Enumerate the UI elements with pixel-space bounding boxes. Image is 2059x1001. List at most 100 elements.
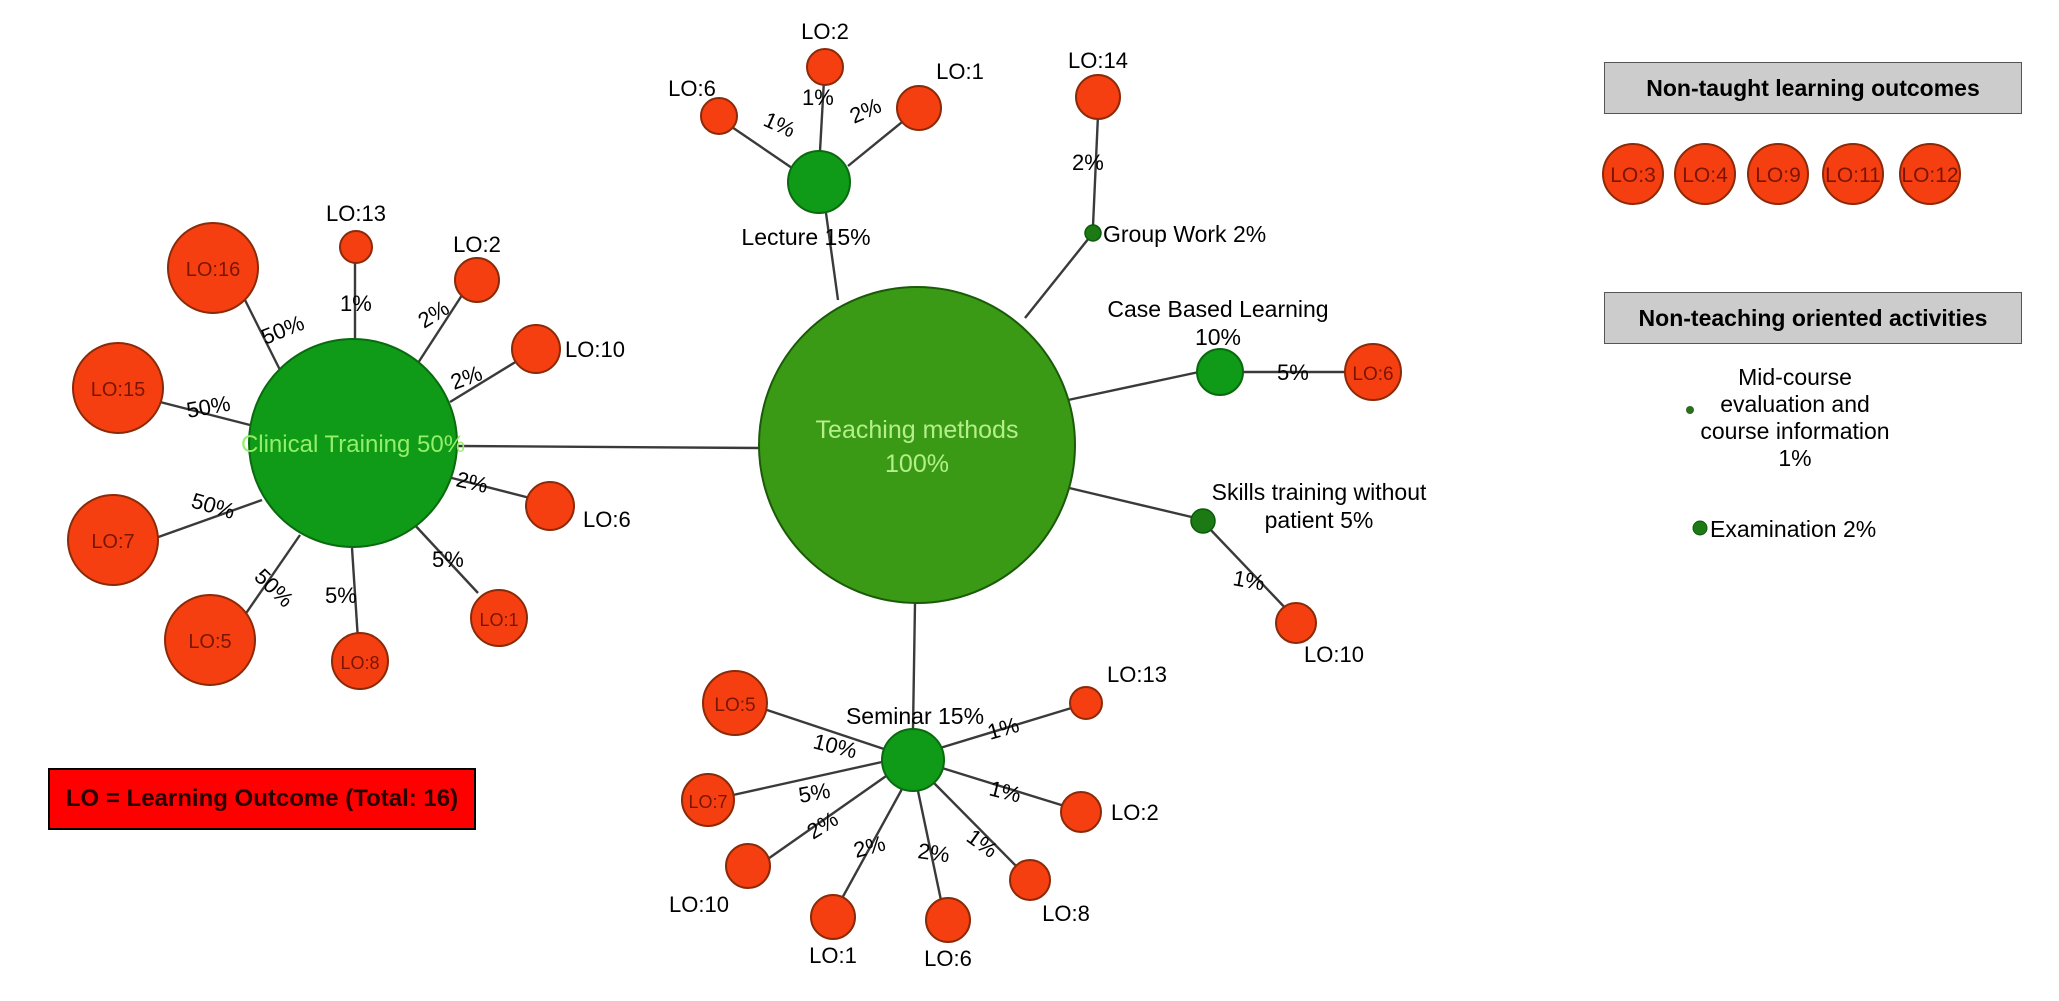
legend-lo-label: LO:11 <box>1825 164 1881 187</box>
edge-clinical-lo16 <box>243 299 285 377</box>
edge-skills-lo10 <box>1207 526 1291 614</box>
edge-clinical-lo10 <box>449 356 523 404</box>
edge-weight-group-lo14: 2% <box>1072 150 1104 175</box>
legend-lo-chip[interactable]: LO:9 <box>1747 143 1809 205</box>
lo-node-label: LO:6 <box>1352 364 1393 385</box>
edge-clinical-lo1 <box>411 521 479 594</box>
lo-node-clinical-lo10[interactable] <box>511 324 561 374</box>
lo-node-seminar-lo13[interactable] <box>1069 686 1103 720</box>
lo-node-group-lo14[interactable] <box>1075 74 1121 120</box>
edge-clinical-lo8 <box>350 547 360 641</box>
edge-clinical-lo2 <box>416 288 468 364</box>
lo-node-seminar-lo8-label: LO:8 <box>1042 901 1090 926</box>
root-label-line2: 100% <box>885 450 949 478</box>
lo-definition-text: LO = Learning Outcome (Total: 16) <box>65 785 459 812</box>
edge-weight-clinical-lo16: 50% <box>258 310 308 350</box>
legend-lo-label: LO:12 <box>1901 164 1958 187</box>
lo-node-clinical-lo16[interactable]: LO:16 <box>167 222 259 314</box>
edge-weight-seminar-lo5: 10% <box>811 729 860 764</box>
node-case-based-learning[interactable] <box>1196 348 1244 396</box>
lo-node-label: LO:7 <box>91 531 134 553</box>
node-skills-training-label-line2: patient 5% <box>1265 507 1374 533</box>
edge-seminar-lo1 <box>838 788 904 903</box>
lo-node-seminar-lo1-label: LO:1 <box>809 943 857 968</box>
edge-clinical-lo7 <box>149 498 263 542</box>
hub-node-layer: Teaching methods 100% Clinical Training … <box>241 150 1427 792</box>
lo-node-clinical-lo13-label: LO:13 <box>326 201 386 226</box>
edge-seminar-lo5 <box>766 708 885 751</box>
node-case-based-learning-label-line1: Case Based Learning <box>1107 296 1328 322</box>
lo-node-seminar-lo6[interactable] <box>925 897 971 943</box>
edge-weight-seminar-lo1: 2% <box>851 830 888 862</box>
lo-node-seminar-lo6-label: LO:6 <box>924 946 972 971</box>
edge-weight-skills-lo10: 1% <box>1231 565 1267 595</box>
lo-node-clinical-lo8[interactable]: LO:8 <box>331 632 389 690</box>
lo-node-layer: LO:16 LO:15 LO:7 LO:5 LO:8 LO:1 <box>67 19 1402 971</box>
node-skills-training[interactable] <box>1190 508 1216 534</box>
lo-node-clinical-lo13[interactable] <box>339 230 373 264</box>
lo-node-lecture-lo1[interactable] <box>896 85 942 131</box>
node-seminar-label: Seminar 15% <box>846 703 984 729</box>
lo-node-skills-lo10[interactable] <box>1275 602 1317 644</box>
lo-node-label: LO:8 <box>340 653 379 673</box>
lo-node-clinical-lo2[interactable] <box>454 257 500 303</box>
lo-node-seminar-lo2[interactable] <box>1060 791 1102 833</box>
edge-weight-lecture-lo2: 1% <box>802 85 834 110</box>
midcourse-dot-icon <box>1686 406 1694 414</box>
legend-nontaught-circles: LO:3 LO:4 LO:9 LO:11 LO:12 <box>1602 143 1961 205</box>
edge-weight-clinical-lo1: 5% <box>432 547 464 572</box>
edge-weight-clinical-lo8: 5% <box>325 583 357 608</box>
legend-header-nonteaching-text: Non-teaching oriented activities <box>1638 304 1988 331</box>
node-group-work-label: Group Work 2% <box>1103 221 1266 247</box>
legend-nonteaching-items: Mid-course evaluation and course informa… <box>1686 364 1890 542</box>
lo-node-clinical-lo5[interactable]: LO:5 <box>164 594 256 686</box>
edge-seminar-lo7 <box>732 760 883 797</box>
edge-clinical-lo5 <box>239 534 301 623</box>
lo-node-lecture-lo6[interactable] <box>700 97 738 135</box>
lo-node-clinical-lo15[interactable]: LO:15 <box>72 342 164 434</box>
node-group-work[interactable] <box>1084 224 1102 242</box>
legend-lo-chip[interactable]: LO:3 <box>1602 143 1664 205</box>
edge-seminar-lo2 <box>941 766 1072 810</box>
edge-weight-clinical-lo13: 1% <box>340 291 372 316</box>
lo-node-label: LO:7 <box>688 792 727 812</box>
edge-weight-clinical-lo2: 2% <box>413 295 453 333</box>
lo-node-label: LO:16 <box>186 259 240 281</box>
legend-lo-chip[interactable]: LO:4 <box>1674 143 1736 205</box>
lo-node-seminar-lo1[interactable] <box>810 894 856 940</box>
edge-lecture-lo2 <box>818 79 826 152</box>
lo-node-label: LO:15 <box>91 379 145 401</box>
lo-node-seminar-lo5[interactable]: LO:5 <box>702 670 768 736</box>
lo-node-clinical-lo6[interactable] <box>525 481 575 531</box>
node-skills-training-label-line1: Skills training without <box>1212 479 1427 505</box>
lo-node-seminar-lo7[interactable]: LO:7 <box>681 773 735 827</box>
edge-seminar-lo10 <box>764 773 890 862</box>
edge-root-clinical <box>457 444 761 450</box>
lo-node-lecture-lo2[interactable] <box>806 48 844 86</box>
node-clinical-training[interactable]: Clinical Training 50% <box>241 338 465 548</box>
edge-seminar-lo13 <box>939 704 1079 750</box>
edge-group-lo14 <box>1091 114 1100 227</box>
root-label-line1: Teaching methods <box>816 416 1019 444</box>
lo-node-clinical-lo7[interactable]: LO:7 <box>67 494 159 586</box>
lo-node-group-lo14-label: LO:14 <box>1068 48 1128 73</box>
legend-lo-chip[interactable]: LO:12 <box>1899 143 1961 205</box>
lo-node-lecture-lo6-label: LO:6 <box>668 76 716 101</box>
lo-node-clinical-lo6-label: LO:6 <box>583 507 631 532</box>
edge-weight-lecture-lo6: 1% <box>760 107 799 143</box>
node-teaching-methods[interactable]: Teaching methods 100% <box>758 286 1076 604</box>
legend-lo-chip[interactable]: LO:11 <box>1822 143 1884 205</box>
node-lecture[interactable] <box>787 150 851 214</box>
lo-node-seminar-lo8[interactable] <box>1009 859 1051 901</box>
lo-node-seminar-lo10[interactable] <box>725 843 771 889</box>
examination-label: Examination 2% <box>1710 516 1876 542</box>
lo-node-case-lo6[interactable]: LO:6 <box>1344 343 1402 401</box>
legend-header-nonteaching: Non-teaching oriented activities <box>1604 292 2022 344</box>
lo-node-seminar-lo13-label: LO:13 <box>1107 662 1167 687</box>
lo-node-label: LO:5 <box>714 695 755 716</box>
lo-node-label: LO:1 <box>479 610 518 630</box>
edge-weight-seminar-lo13: 1% <box>984 712 1021 745</box>
lo-node-clinical-lo1[interactable]: LO:1 <box>470 589 528 647</box>
node-seminar[interactable] <box>881 728 945 792</box>
